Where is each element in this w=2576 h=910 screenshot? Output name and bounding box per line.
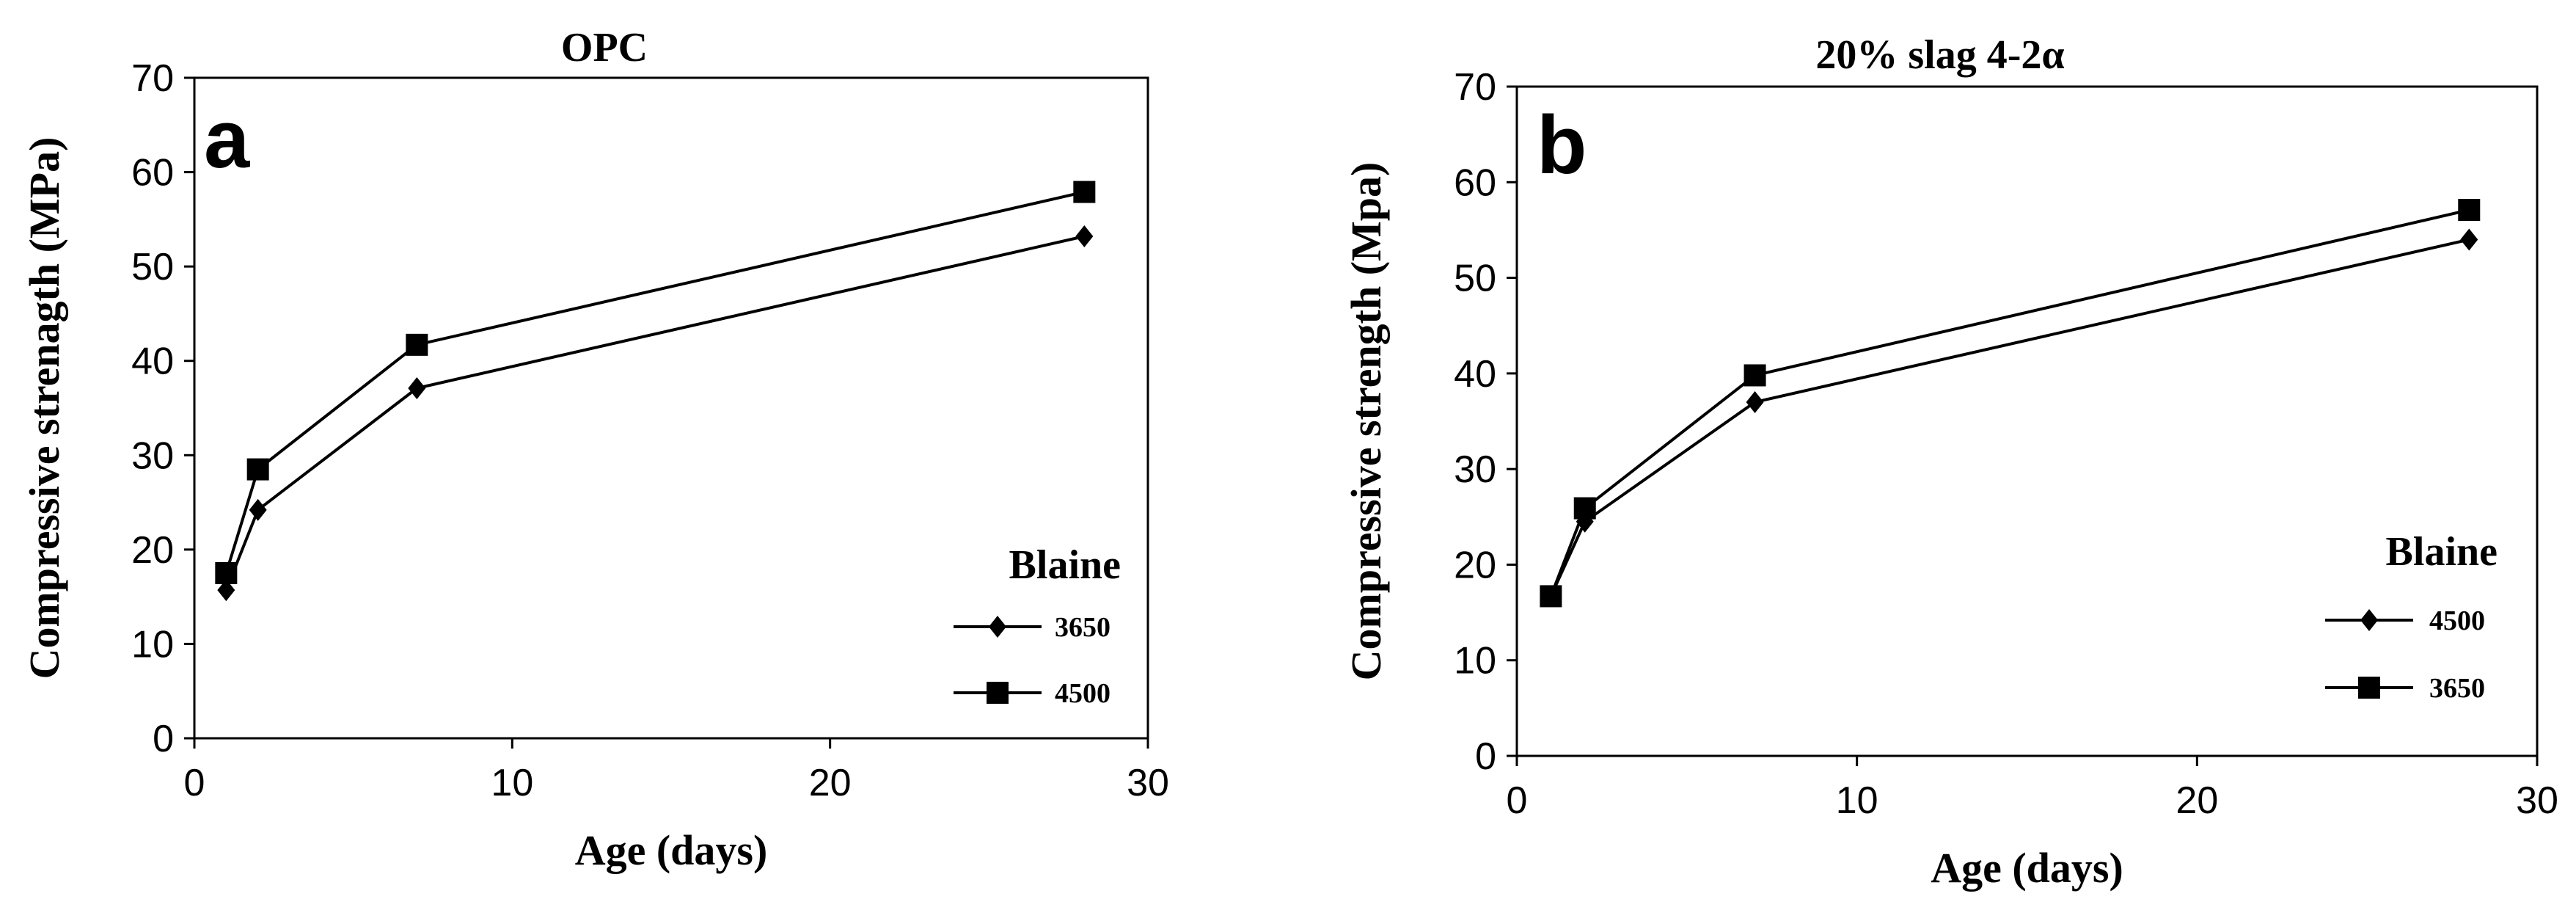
chart-title: OPC [561,25,648,70]
x-axis-label: Age (days) [1931,844,2123,892]
y-tick-label: 0 [1475,735,1496,778]
series-line-3650 [224,235,1085,591]
x-tick-label: 20 [809,762,852,804]
plot-frame [193,76,1149,740]
chart-panel-2: 20% slag 4-2α b 0 10 20 30 40 50 60 70 0 10 20 30 Age … [1342,32,2558,892]
data-point-3650 [2458,199,2481,222]
y-tick-label: 10 [131,623,174,666]
legend-marker [987,682,1009,704]
series-line-4500 [224,190,1085,574]
data-point-3650 [1573,497,1596,520]
data-point-4500 [1746,390,1764,413]
y-tick-label: 0 [153,718,174,760]
y-tick-label: 60 [131,152,174,194]
data-point-3650 [408,377,426,399]
data-point-4500 [1073,181,1096,203]
legend-label: 3650 [1055,612,1110,643]
x-tick-label: 0 [184,762,205,804]
y-axis-label: Compressive strength (Mpa) [1342,162,1390,681]
y-tick-label: 50 [1454,258,1496,300]
y-tick-label: 20 [1454,544,1496,586]
data-point-4500 [246,458,269,481]
x-tick-label: 0 [1507,779,1528,822]
y-tick-label: 40 [1454,353,1496,396]
legend-title: Blaine [1009,542,1121,588]
x-tick-label: 30 [2516,779,2558,822]
plot-frame [1515,85,2539,757]
data-point-3650 [249,498,267,521]
data-point-3650 [217,579,235,602]
x-tick-label: 30 [1127,762,1169,804]
data-point-3650 [1540,585,1562,608]
legend-title: Blaine [2386,529,2498,575]
y-tick-label: 70 [1454,66,1496,109]
chart-panel-1: OPC a 0 10 20 30 40 50 60 70 0 10 20 30 Age (days) Comp… [21,25,1169,874]
data-point-4500 [215,562,238,584]
x-tick-label: 10 [491,762,533,804]
data-point-4500 [2460,228,2478,251]
data-point-4500 [406,333,428,356]
x-axis-label: Age (days) [575,826,768,874]
legend-label: 4500 [1055,678,1110,709]
y-tick-label: 50 [131,246,174,288]
data-point-3650 [1075,225,1094,247]
y-tick-label: 70 [131,57,174,100]
legend-label: 4500 [2429,605,2485,636]
data-point-3650 [1743,364,1766,387]
series-line-4500 [1549,238,2470,597]
legend-marker [989,616,1006,638]
legend-marker [2360,609,2378,631]
x-tick-label: 20 [2176,779,2218,822]
y-tick-label: 10 [1454,640,1496,682]
y-tick-label: 20 [131,529,174,572]
y-tick-label: 30 [1454,448,1496,491]
panel-letter: b [1537,99,1587,191]
y-tick-label: 60 [1454,161,1496,204]
chart-title: 20% slag 4-2α [1815,32,2064,78]
legend-label: 3650 [2429,673,2485,704]
y-axis-label: Compressive strenagth (MPa) [21,137,68,680]
x-tick-label: 10 [1836,779,1878,822]
y-tick-label: 30 [131,434,174,477]
legend-marker [2358,677,2380,699]
panel-letter: a [204,93,250,185]
series-line-3650 [1549,208,2470,597]
y-tick-label: 40 [131,341,174,383]
